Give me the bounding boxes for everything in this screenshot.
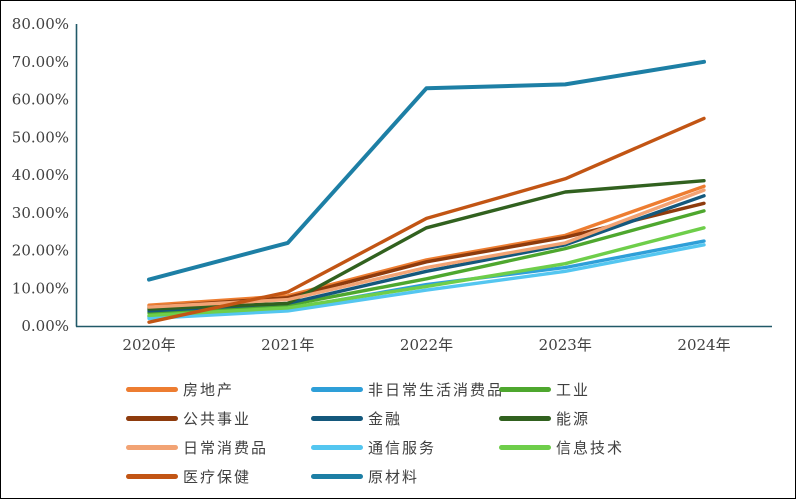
legend-item-5: 能源 xyxy=(499,408,776,429)
legend-label: 金融 xyxy=(368,410,403,428)
legend-item-4: 金融 xyxy=(311,408,499,429)
legend-label: 原材料 xyxy=(368,468,420,486)
legend-label: 信息技术 xyxy=(556,439,625,457)
legend-label: 非日常生活消费品 xyxy=(368,381,505,399)
legend-item-0: 房地产 xyxy=(126,379,311,400)
legend-label: 医疗保健 xyxy=(183,468,252,486)
x-tick-label: 2022年 xyxy=(400,336,453,354)
legend-swatch-icon xyxy=(126,416,178,421)
legend-swatch-icon xyxy=(311,387,363,392)
y-tick-label: 0.00% xyxy=(21,317,69,335)
chart-legend: 房地产 非日常生活消费品 工业公共事业 金融 能源日常消费品 通信服务 信息技术医疗保健 原材… xyxy=(126,375,776,491)
y-tick-label: 20.00% xyxy=(12,242,69,260)
legend-item-2: 工业 xyxy=(499,379,776,400)
legend-item-1: 非日常生活消费品 xyxy=(311,379,502,400)
line-chart-plot: 0.00% 10.00% 20.00% 30.00% 40.00% 50.00% 60.00… xyxy=(12,15,772,354)
x-tick-label: 2024年 xyxy=(677,336,730,354)
y-tick-label: 40.00% xyxy=(12,166,69,184)
x-tick-label: 2020年 xyxy=(122,336,175,354)
legend-item-8: 信息技术 xyxy=(499,437,776,458)
legend-swatch-icon xyxy=(499,445,551,450)
legend-item-9: 医疗保健 xyxy=(126,466,311,487)
legend-swatch-icon xyxy=(499,387,551,392)
series-line-2 xyxy=(147,209,706,315)
series-line-8 xyxy=(147,226,706,318)
legend-swatch-icon xyxy=(499,416,551,421)
legend-label: 房地产 xyxy=(183,381,235,399)
legend-swatch-icon xyxy=(126,474,178,479)
y-tick-label: 10.00% xyxy=(12,279,69,297)
series-line-9 xyxy=(147,116,706,324)
series-line-10 xyxy=(147,59,706,282)
legend-item-7: 通信服务 xyxy=(311,437,499,458)
x-tick-label: 2021年 xyxy=(261,336,314,354)
legend-swatch-icon xyxy=(311,416,363,421)
legend-swatch-icon xyxy=(311,474,363,479)
legend-label: 工业 xyxy=(556,381,591,399)
legend-swatch-icon xyxy=(311,445,363,450)
y-tick-label: 60.00% xyxy=(12,91,69,109)
series-line-5 xyxy=(147,178,706,311)
legend-label: 公共事业 xyxy=(183,410,252,428)
legend-label: 能源 xyxy=(556,410,591,428)
y-tick-label: 30.00% xyxy=(12,204,69,222)
legend-label: 日常消费品 xyxy=(183,439,269,457)
y-tick-label: 80.00% xyxy=(12,15,69,33)
y-tick-label: 70.00% xyxy=(12,53,69,71)
legend-swatch-icon xyxy=(126,445,178,450)
legend-label: 通信服务 xyxy=(368,439,437,457)
series-line-7 xyxy=(147,243,706,321)
series-line-0 xyxy=(147,184,706,307)
y-tick-label: 50.00% xyxy=(12,128,69,146)
x-tick-label: 2023年 xyxy=(539,336,592,354)
legend-item-3: 公共事业 xyxy=(126,408,311,429)
legend-item-10: 原材料 xyxy=(311,466,499,487)
legend-swatch-icon xyxy=(126,387,178,392)
series-line-4 xyxy=(147,194,706,313)
legend-item-6: 日常消费品 xyxy=(126,437,311,458)
